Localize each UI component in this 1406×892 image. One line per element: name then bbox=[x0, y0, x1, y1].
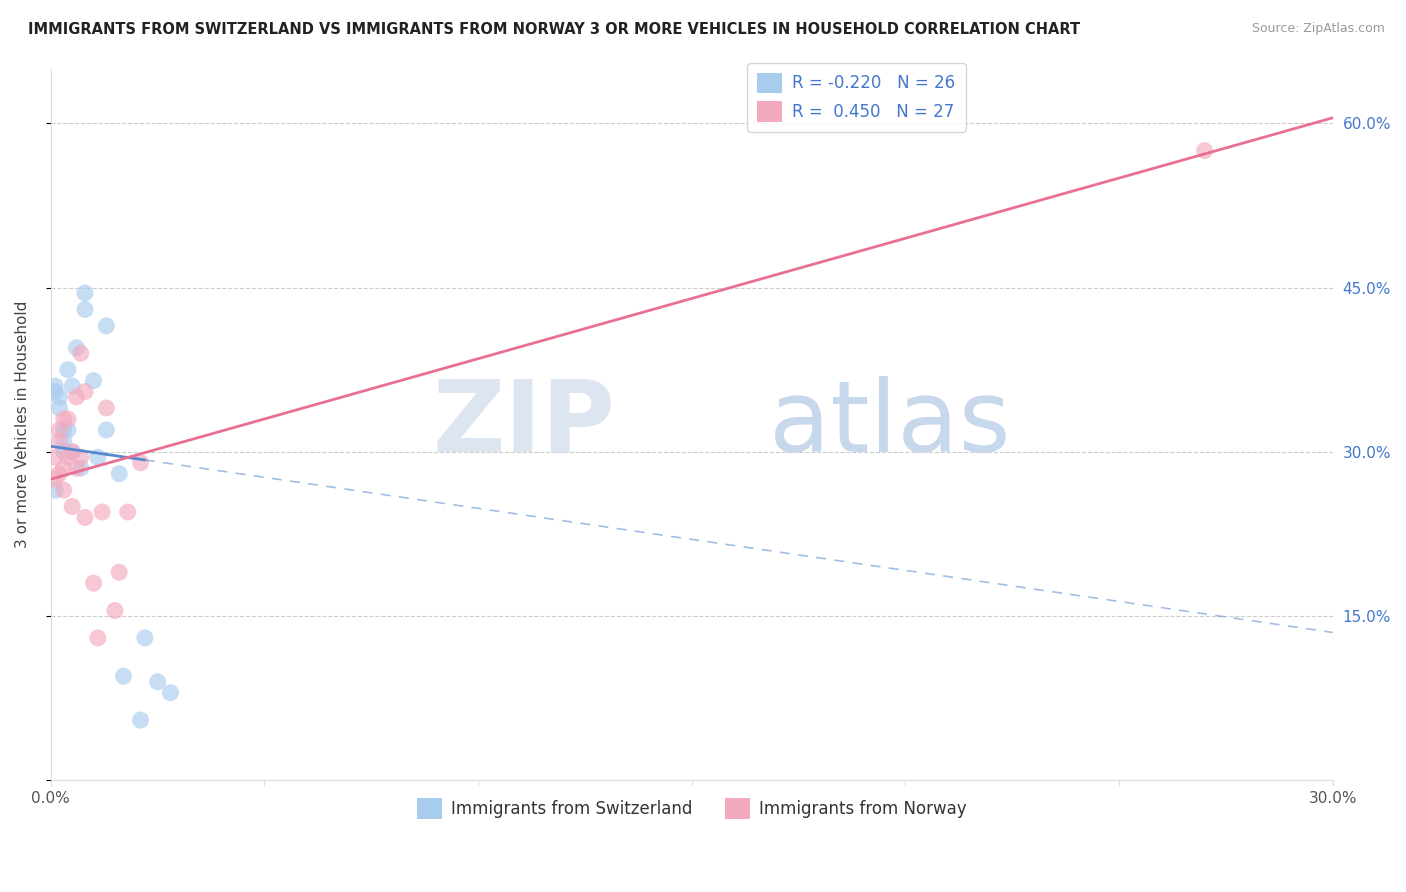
Point bbox=[73, 510, 96, 524]
Point bbox=[44, 379, 66, 393]
Point bbox=[146, 674, 169, 689]
Point bbox=[44, 472, 66, 486]
Point bbox=[48, 401, 70, 415]
Point bbox=[129, 713, 152, 727]
Point bbox=[91, 505, 114, 519]
Text: atlas: atlas bbox=[769, 376, 1011, 473]
Point bbox=[60, 444, 83, 458]
Point bbox=[60, 379, 83, 393]
Point bbox=[134, 631, 156, 645]
Y-axis label: 3 or more Vehicles in Household: 3 or more Vehicles in Household bbox=[15, 301, 30, 548]
Point bbox=[159, 686, 181, 700]
Point bbox=[73, 302, 96, 317]
Text: IMMIGRANTS FROM SWITZERLAND VS IMMIGRANTS FROM NORWAY 3 OR MORE VEHICLES IN HOUS: IMMIGRANTS FROM SWITZERLAND VS IMMIGRANT… bbox=[28, 22, 1080, 37]
Point bbox=[65, 461, 87, 475]
Point bbox=[48, 434, 70, 448]
Point bbox=[48, 467, 70, 481]
Point bbox=[65, 390, 87, 404]
Point bbox=[52, 434, 75, 448]
Point bbox=[129, 456, 152, 470]
Point bbox=[96, 401, 118, 415]
Point bbox=[96, 423, 118, 437]
Point bbox=[52, 423, 75, 437]
Point bbox=[83, 576, 105, 591]
Point bbox=[56, 412, 79, 426]
Point bbox=[56, 450, 79, 465]
Point bbox=[44, 483, 66, 497]
Point bbox=[73, 285, 96, 300]
Point bbox=[52, 461, 75, 475]
Point bbox=[69, 461, 91, 475]
Point bbox=[83, 374, 105, 388]
Point bbox=[117, 505, 139, 519]
Point bbox=[56, 362, 79, 376]
Point bbox=[108, 467, 131, 481]
Point bbox=[104, 603, 127, 617]
Point bbox=[48, 390, 70, 404]
Point bbox=[69, 450, 91, 465]
Point bbox=[69, 346, 91, 360]
Point bbox=[60, 500, 83, 514]
Point bbox=[56, 423, 79, 437]
Point bbox=[1194, 144, 1216, 158]
Text: ZIP: ZIP bbox=[432, 376, 614, 473]
Point bbox=[87, 450, 110, 465]
Point bbox=[44, 450, 66, 465]
Point bbox=[73, 384, 96, 399]
Text: Source: ZipAtlas.com: Source: ZipAtlas.com bbox=[1251, 22, 1385, 36]
Point bbox=[96, 318, 118, 333]
Legend: Immigrants from Switzerland, Immigrants from Norway: Immigrants from Switzerland, Immigrants … bbox=[411, 792, 973, 825]
Point bbox=[48, 423, 70, 437]
Point bbox=[87, 631, 110, 645]
Point bbox=[65, 341, 87, 355]
Point bbox=[60, 444, 83, 458]
Point bbox=[108, 566, 131, 580]
Point bbox=[52, 412, 75, 426]
Point bbox=[112, 669, 135, 683]
Point bbox=[44, 384, 66, 399]
Point bbox=[52, 483, 75, 497]
Point bbox=[52, 444, 75, 458]
